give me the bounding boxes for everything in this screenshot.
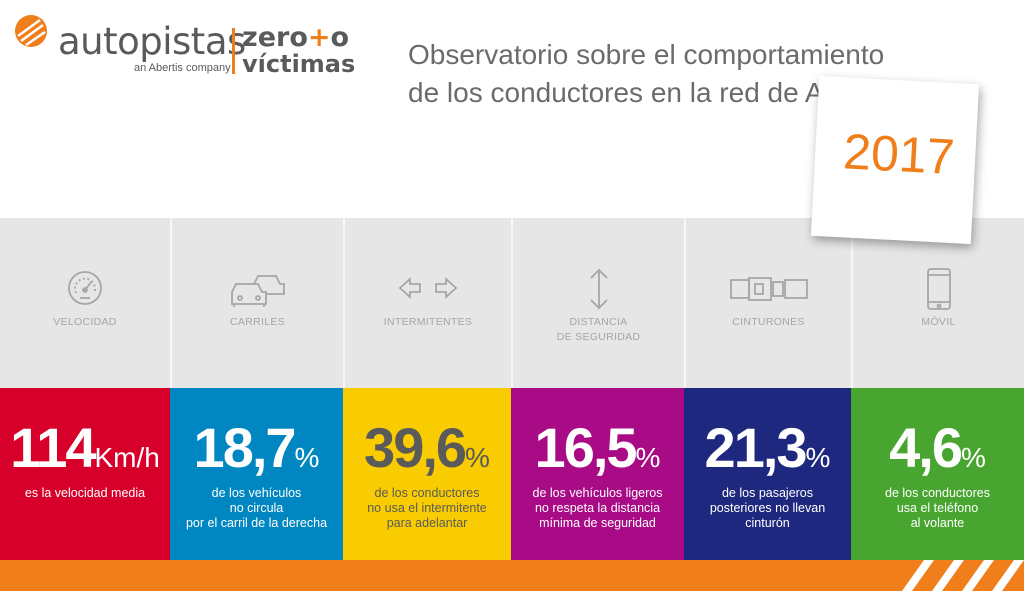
stat-description: de los vehículos ligeros no respeta la di… [532, 486, 663, 530]
category-distancia: DISTANCIA DE SEGURIDAD [513, 218, 684, 388]
stat-value: 4,6% [889, 416, 986, 479]
stat-description: de los conductores usa el teléfono al vola… [885, 486, 990, 530]
stat-velocidad: 114Km/h es la velocidad media [0, 388, 170, 560]
phone-icon [853, 268, 1024, 310]
category-movil: MÓVIL [853, 218, 1024, 388]
stat-description: de los conductores no usa el intermitente… [367, 486, 487, 530]
category-label: VELOCIDAD [53, 316, 117, 328]
category-intermitentes: INTERMITENTES [345, 218, 511, 388]
stat-value: 114Km/h [10, 416, 160, 479]
category-label: INTERMITENTES [383, 316, 473, 328]
speedometer-icon [0, 268, 170, 308]
divider [170, 218, 172, 388]
logo-word: autopistas [58, 20, 246, 63]
footer-bar [0, 560, 1024, 591]
stat-carriles: 18,7% de los vehículos no circula por el c… [170, 388, 343, 560]
vertical-arrow-icon [513, 268, 684, 310]
stat-value: 39,6% [364, 416, 490, 479]
stat-intermitentes: 39,6% de los conductores no usa el interm… [343, 388, 511, 560]
category-label: MÓVIL [921, 316, 956, 328]
stat-value: 21,3% [704, 416, 831, 479]
stat-value: 18,7% [193, 416, 320, 479]
category-label: CINTURONES [732, 316, 805, 328]
autopistas-logo[interactable]: autopistas an Abertis company zero+o víc… [14, 14, 355, 84]
cars-icon [172, 268, 343, 308]
category-label: DISTANCIA DE SEGURIDAD [556, 316, 641, 343]
stat-value: 16,5% [534, 416, 661, 479]
arrows-icon [345, 268, 511, 308]
stat-cinturones: 21,3% de los pasajeros posteriores no lle… [684, 388, 851, 560]
stripes-icon [902, 560, 1024, 591]
stat-description: es la velocidad media [24, 486, 146, 500]
logo-subtitle: an Abertis company [134, 62, 231, 74]
seatbelt-icon [686, 268, 851, 308]
category-velocidad: VELOCIDAD [0, 218, 170, 388]
divider [684, 218, 686, 388]
divider [343, 218, 345, 388]
title-line-1: Observatorio sobre el comportamiento [408, 39, 885, 70]
year-note: 2017 [810, 75, 980, 245]
category-label: CARRILES [230, 316, 285, 328]
year: 2017 [841, 123, 956, 186]
divider [511, 218, 513, 388]
logo-zero-mas-o: zero+o [242, 22, 350, 53]
category-carriles: CARRILES [172, 218, 343, 388]
logo-separator [232, 28, 235, 74]
stat-description: de los vehículos no circula por el carril … [185, 486, 328, 530]
stat-distancia: 16,5% de los vehículos ligeros no respeta… [511, 388, 684, 560]
stat-movil: 4,6% de los conductores usa el teléfono al… [851, 388, 1024, 560]
category-cinturones: CINTURONES [686, 218, 851, 388]
divider [851, 218, 853, 388]
logo-victimas: víctimas [242, 50, 356, 78]
stat-description: de los pasajeros posteriores no llevan cin… [709, 486, 826, 530]
logo-mark-icon [15, 15, 47, 47]
